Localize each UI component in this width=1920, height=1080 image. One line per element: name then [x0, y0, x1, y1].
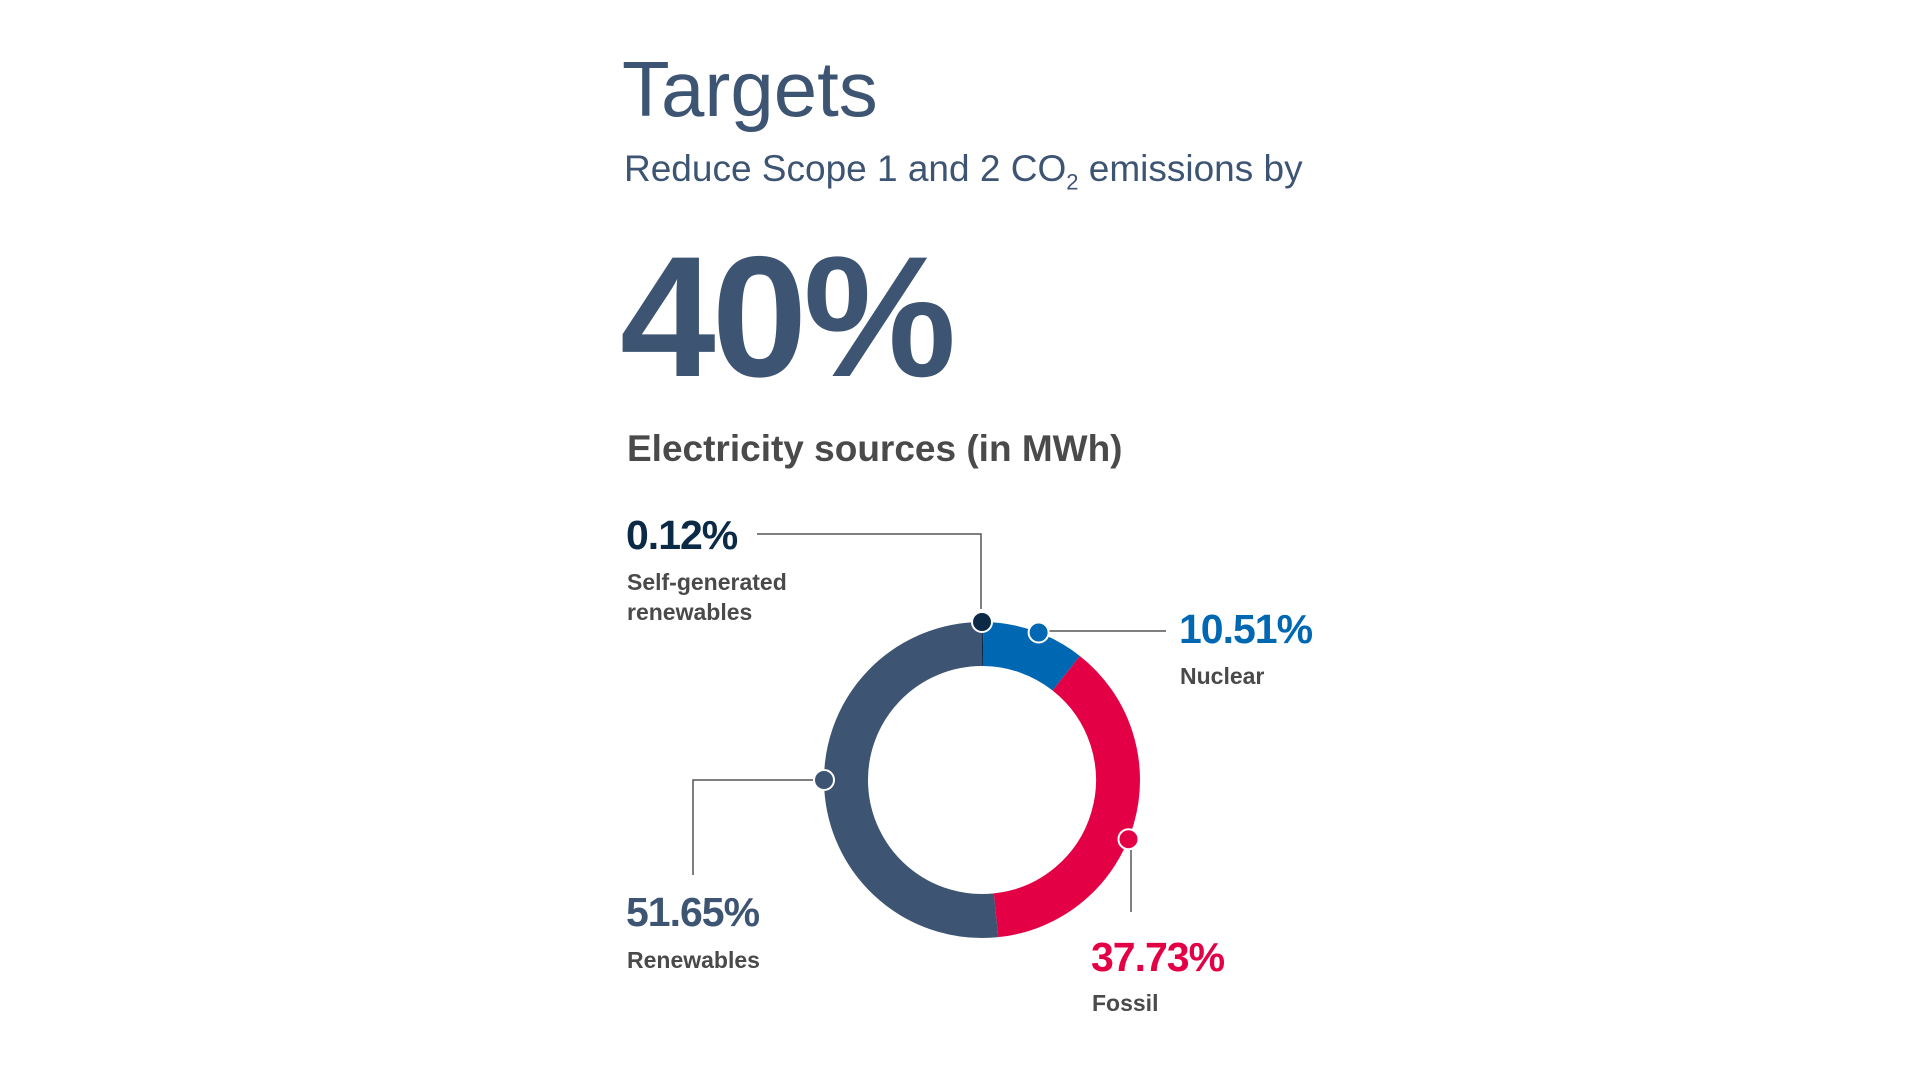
slice-marker-nuclear [1027, 621, 1050, 644]
chart-title: Electricity sources (in MWh) [627, 428, 1123, 469]
slice-name-renewables: Renewables [627, 947, 760, 973]
slice-nuclear [982, 622, 1080, 691]
slice-label-fossil: 37.73% [1091, 934, 1225, 980]
slice-marker-self-generated [971, 611, 993, 633]
slice-name-nuclear: Nuclear [1180, 663, 1265, 689]
slice-label-nuclear: 10.51% [1179, 606, 1313, 652]
leader-line-self-generated [757, 533, 982, 609]
slice-name-fossil: Fossil [1092, 990, 1159, 1016]
target-value: 40% [620, 221, 956, 413]
slice-name-self-generated: Self-generated renewables [627, 569, 787, 625]
slice-marker-fossil [1117, 828, 1140, 851]
subtitle-subscript: 2 [1066, 169, 1079, 195]
slice-fossil [993, 655, 1140, 938]
subtitle-text-end: emissions by [1078, 148, 1303, 189]
slice-renewables [824, 622, 999, 938]
slice-label-renewables: 51.65% [626, 889, 760, 935]
leader-line-fossil [692, 779, 816, 875]
slice-marker-renewables [813, 769, 835, 791]
page-title: Targets [622, 45, 878, 133]
slice-label-self-generated: 0.12% [626, 512, 738, 558]
subtitle: Reduce Scope 1 and 2 CO2 emissions by [624, 148, 1303, 195]
subtitle-text: Reduce Scope 1 and 2 CO [624, 148, 1067, 189]
